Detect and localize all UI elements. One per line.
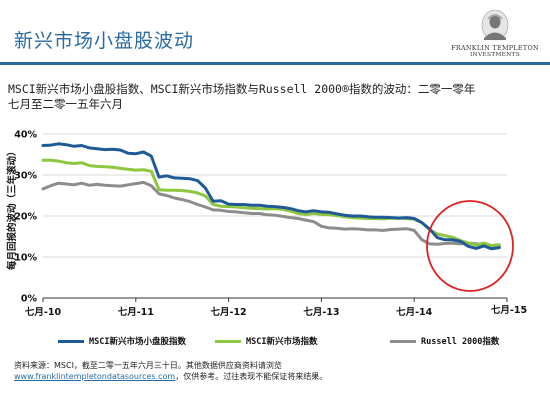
y-tick-label: 40%	[14, 130, 37, 141]
legend-label-msci-smallcap: MSCI新兴市场小盘股指数	[89, 337, 186, 347]
logo-text-line2: INVESTMENTS	[470, 52, 520, 58]
legend-item-msci-em: MSCI新兴市场指数	[215, 334, 317, 348]
y-tick-label: 30%	[14, 171, 37, 182]
legend-label-russell: Russell 2000指数	[421, 337, 500, 347]
logo-text-line1: FRANKLIN TEMPLETON	[451, 44, 539, 52]
x-tick-label: 七月-11	[118, 306, 154, 318]
legend-item-russell: Russell 2000指数	[390, 334, 499, 348]
chart-title-line2: 七月至二零一五年六月	[8, 97, 123, 111]
y-tick-label: 10%	[14, 253, 37, 264]
chart-title-line1: MSCI新兴市场小盘股指数、MSCI新兴市场指数与Russell 2000®指数…	[8, 82, 476, 96]
chart-title: MSCI新兴市场小盘股指数、MSCI新兴市场指数与Russell 2000®指数…	[8, 82, 475, 112]
title-divider	[0, 62, 550, 65]
legend-item-msci-smallcap: MSCI新兴市场小盘股指数	[58, 334, 186, 348]
y-tick-label: 20%	[14, 212, 37, 223]
franklin-templeton-logo: FRANKLIN TEMPLETON INVESTMENTS	[447, 10, 543, 64]
source-text: 资料来源：MSCI，截至二零一五年六月三十日。其他数据供应商资料请浏览	[14, 361, 282, 370]
x-tick-label: 七月-13	[303, 306, 339, 318]
series-line-russell	[41, 180, 501, 248]
legend-swatch-msci-smallcap	[58, 339, 84, 343]
chart-legend: MSCI新兴市场小盘股指数 MSCI新兴市场指数 Russell 2000指数	[0, 334, 550, 348]
source-link[interactable]: www.franklintempletondatasources.com	[14, 372, 176, 381]
x-tick-label: 七月-10	[25, 306, 62, 318]
legend-swatch-russell	[390, 339, 416, 343]
highlight-circle	[426, 200, 514, 292]
page-title: 新兴市场小盘股波动	[14, 30, 195, 52]
y-tick-label: 0%	[21, 294, 38, 305]
x-tick-label: 七月-15	[491, 304, 527, 316]
x-tick-label: 七月-12	[211, 306, 247, 318]
legend-swatch-msci-em	[215, 339, 241, 343]
series-line-msci-em	[41, 158, 501, 247]
x-tick-label: 七月-14	[396, 306, 433, 318]
series-line-msci-smallcap	[41, 142, 501, 251]
franklin-portrait-icon	[481, 10, 509, 41]
legend-label-msci-em: MSCI新兴市场指数	[246, 337, 318, 347]
source-note: 资料来源：MSCI，截至二零一五年六月三十日。其他数据供应商资料请浏览 www.…	[14, 360, 534, 382]
source-suffix: ，仅供参考。过往表现不能保证将来结果。	[175, 372, 328, 381]
